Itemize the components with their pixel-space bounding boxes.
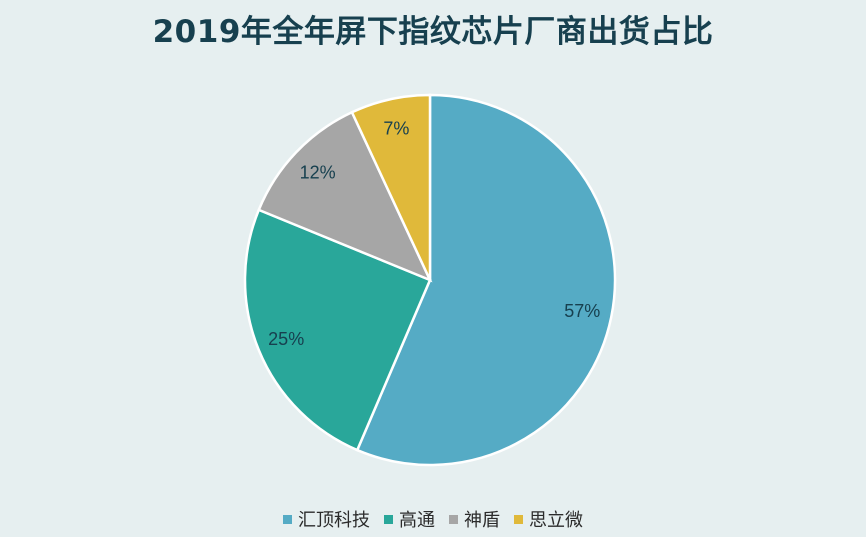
legend-item-huiding[interactable]: 汇顶科技 (283, 506, 370, 532)
label-silead: 7% (383, 118, 409, 138)
legend-label: 汇顶科技 (298, 510, 370, 531)
slice-silead[interactable] (350, 93, 432, 281)
legend-item-silead[interactable]: 思立微 (514, 506, 583, 532)
legend-label: 思立微 (529, 510, 583, 531)
label-qualcomm: 25% (268, 329, 304, 349)
legend-label: 神盾 (464, 510, 500, 531)
legend-item-qualcomm[interactable]: 高通 (384, 506, 435, 532)
legend-swatch (283, 514, 292, 524)
pie-labels: 57% 25% 12% 7% (268, 118, 600, 349)
legend-label: 高通 (399, 510, 435, 531)
slice-huiding[interactable] (355, 93, 617, 467)
pie-slices (243, 93, 617, 467)
chart-title: 2019年全年屏下指纹芯片厂商出货占比 (152, 14, 714, 50)
slice-egis[interactable] (257, 110, 433, 283)
chart-legend: 汇顶科技 高通 神盾 思立微 (0, 506, 866, 532)
label-huiding: 57% (564, 301, 600, 321)
legend-swatch (449, 514, 458, 524)
legend-swatch (514, 514, 523, 524)
slice-qualcomm[interactable] (243, 208, 432, 452)
legend-swatch (384, 514, 393, 524)
label-egis: 12% (300, 163, 336, 183)
legend-item-egis[interactable]: 神盾 (449, 506, 500, 532)
